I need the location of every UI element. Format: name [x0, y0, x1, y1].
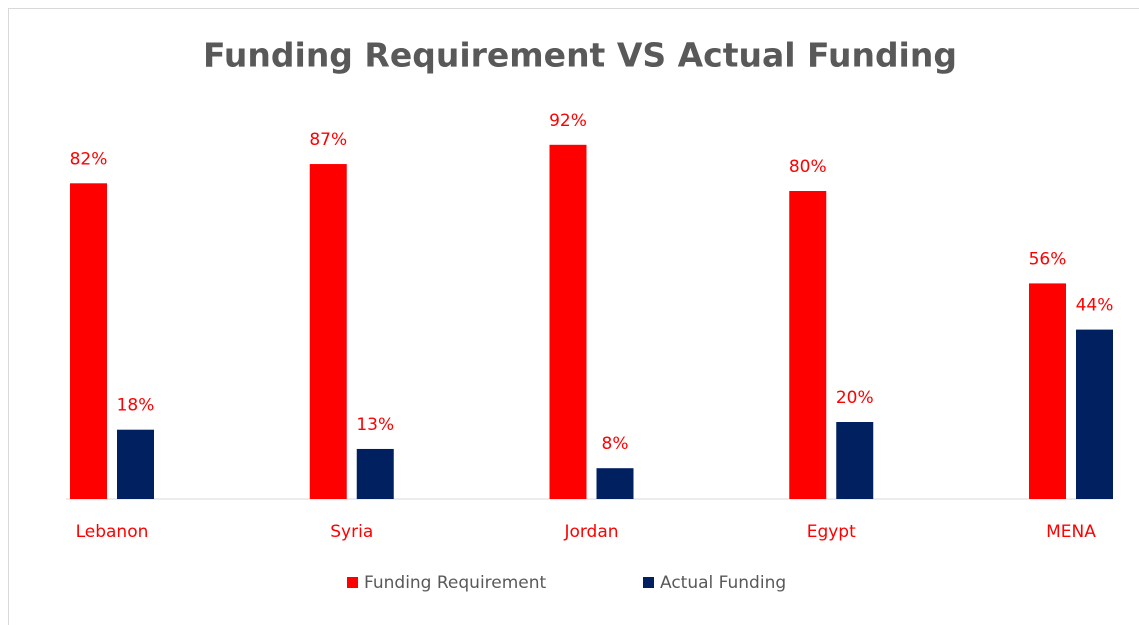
- bar: [1029, 283, 1066, 499]
- chart-frame: [8, 8, 1139, 625]
- legend-swatch: [347, 577, 358, 588]
- data-label: 18%: [117, 396, 155, 416]
- data-label: 82%: [70, 149, 108, 169]
- data-label: 8%: [602, 434, 629, 454]
- bar: [596, 468, 634, 499]
- data-label: 87%: [309, 130, 347, 150]
- chart-title: Funding Requirement VS Actual Funding: [203, 36, 957, 75]
- bar: [70, 183, 107, 500]
- data-label: 80%: [789, 157, 827, 177]
- bar: [789, 191, 827, 499]
- x-tick-label: Syria: [330, 522, 373, 542]
- data-label: 44%: [1076, 296, 1114, 316]
- bar: [1076, 329, 1113, 499]
- legend-swatch: [643, 577, 654, 588]
- bar: [117, 429, 154, 499]
- data-label: 13%: [356, 415, 394, 435]
- x-tick-label: MENA: [1046, 522, 1096, 542]
- legend-label: Funding Requirement: [364, 573, 547, 593]
- x-tick-label: Jordan: [563, 522, 618, 542]
- legend-label: Actual Funding: [660, 573, 786, 593]
- x-tick-label: Egypt: [807, 522, 856, 542]
- x-tick-label: Lebanon: [76, 522, 149, 542]
- data-label: 20%: [836, 388, 874, 408]
- bar: [309, 164, 347, 500]
- data-label: 56%: [1029, 249, 1067, 269]
- bar: [549, 144, 587, 500]
- data-label: 92%: [549, 111, 587, 131]
- bar: [356, 448, 394, 499]
- bar: [836, 422, 874, 499]
